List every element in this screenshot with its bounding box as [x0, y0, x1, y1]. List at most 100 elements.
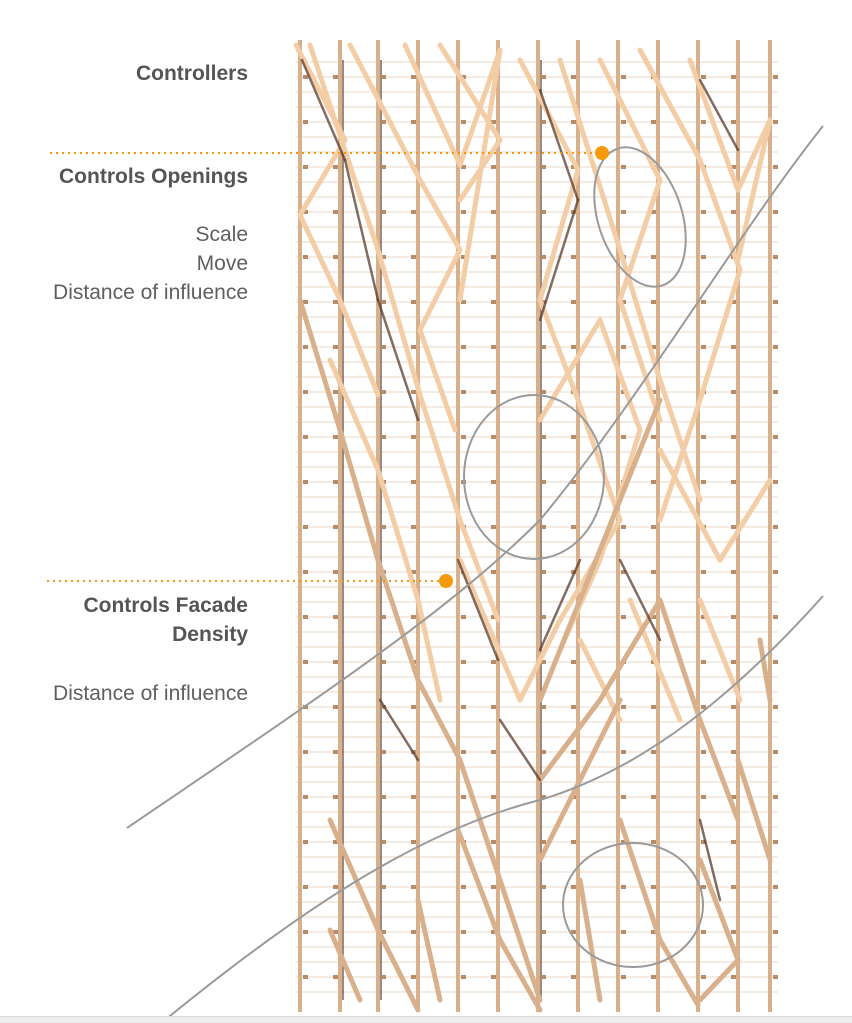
joint-tab: [731, 345, 736, 349]
joint-tab: [303, 840, 308, 844]
joint-tab: [701, 795, 706, 799]
joint-tab: [621, 345, 626, 349]
joint-tab: [411, 570, 416, 574]
joint-tab: [773, 75, 778, 79]
joint-tab: [303, 525, 308, 529]
label-controls-facade-line2: Density: [172, 623, 248, 646]
joint-tab: [461, 75, 466, 79]
joint-tab: [651, 300, 656, 304]
joint-tab: [701, 435, 706, 439]
diagonal-member: [617, 247, 663, 383]
opening-influence-circle: [463, 394, 605, 560]
joint-tab: [651, 255, 656, 259]
diagonal-member: [617, 297, 663, 423]
joint-tab: [491, 300, 496, 304]
diagonal-member: [697, 957, 741, 1003]
joint-tab: [461, 120, 466, 124]
joint-tab: [303, 165, 308, 169]
joint-tab: [411, 705, 416, 709]
joint-tab: [303, 255, 308, 259]
joint-tab: [541, 480, 546, 484]
joint-tab: [303, 660, 308, 664]
joint-tab: [571, 840, 576, 844]
diagonal-shadow: [698, 78, 740, 152]
joint-tab: [701, 345, 706, 349]
joint-tab: [411, 300, 416, 304]
joint-tab: [571, 660, 576, 664]
joint-tab: [381, 660, 386, 664]
joint-tab: [571, 930, 576, 934]
diagonal-member: [437, 42, 503, 143]
joint-tab: [541, 705, 546, 709]
joint-tab: [303, 750, 308, 754]
diagonal-member: [375, 467, 421, 603]
joint-tab: [491, 840, 496, 844]
joint-tab: [731, 525, 736, 529]
joint-tab: [773, 300, 778, 304]
diagonal-member: [617, 177, 663, 303]
joint-tab: [651, 975, 656, 979]
diagonal-member: [697, 267, 743, 403]
joint-tab: [773, 435, 778, 439]
diagonal-member: [537, 297, 581, 403]
joint-tab: [731, 795, 736, 799]
joint-tab: [571, 75, 576, 79]
joint-tab: [491, 480, 496, 484]
controller-markers: [47, 146, 609, 588]
joint-tab: [333, 300, 338, 304]
diagonal-member: [627, 597, 683, 723]
joint-tab: [731, 570, 736, 574]
joint-tab: [491, 210, 496, 214]
opening-influence-ellipse: [593, 146, 687, 288]
diagonal-member: [517, 617, 563, 703]
joint-tab: [541, 885, 546, 889]
joint-tab: [303, 435, 308, 439]
joint-tab: [461, 660, 466, 664]
joint-tab: [571, 705, 576, 709]
diagonal-member: [417, 177, 463, 253]
joint-tab: [333, 435, 338, 439]
joint-tab: [333, 795, 338, 799]
diagonal-member: [375, 247, 423, 398]
diagonal-member: [497, 877, 543, 1003]
openings-controller-dot: [595, 146, 609, 160]
joint-tab: [731, 975, 736, 979]
joint-tab: [651, 435, 656, 439]
joint-tab: [651, 750, 656, 754]
joint-tab: [303, 570, 308, 574]
joint-tab: [621, 615, 626, 619]
joint-tab: [541, 210, 546, 214]
diagonal-member: [297, 297, 343, 433]
joint-tab: [333, 75, 338, 79]
diagonal-member: [657, 937, 701, 1008]
joint-tab: [461, 930, 466, 934]
joint-tab: [571, 255, 576, 259]
joint-tab: [731, 660, 736, 664]
diagonal-member: [415, 897, 443, 1003]
diagonal-shadow: [456, 558, 500, 662]
joint-tab: [381, 885, 386, 889]
joint-tab: [411, 975, 416, 979]
joint-tab: [773, 165, 778, 169]
joint-tab: [651, 345, 656, 349]
joint-tab: [411, 885, 416, 889]
joint-tab: [701, 840, 706, 844]
joint-tab: [571, 885, 576, 889]
diagonal-member: [537, 167, 581, 303]
joint-tab: [411, 930, 416, 934]
joint-tab: [731, 75, 736, 79]
diagonal-member: [375, 927, 421, 1013]
joint-tab: [773, 660, 778, 664]
joint-tab: [333, 930, 338, 934]
joint-tab: [541, 795, 546, 799]
diagonal-shadow: [698, 818, 722, 902]
joint-tab: [541, 120, 546, 124]
joint-tab: [621, 840, 626, 844]
joint-tab: [491, 795, 496, 799]
joint-tab: [333, 840, 338, 844]
joint-tab: [773, 795, 778, 799]
joint-tab: [571, 120, 576, 124]
joint-tab: [461, 390, 466, 394]
joint-tab: [333, 345, 338, 349]
